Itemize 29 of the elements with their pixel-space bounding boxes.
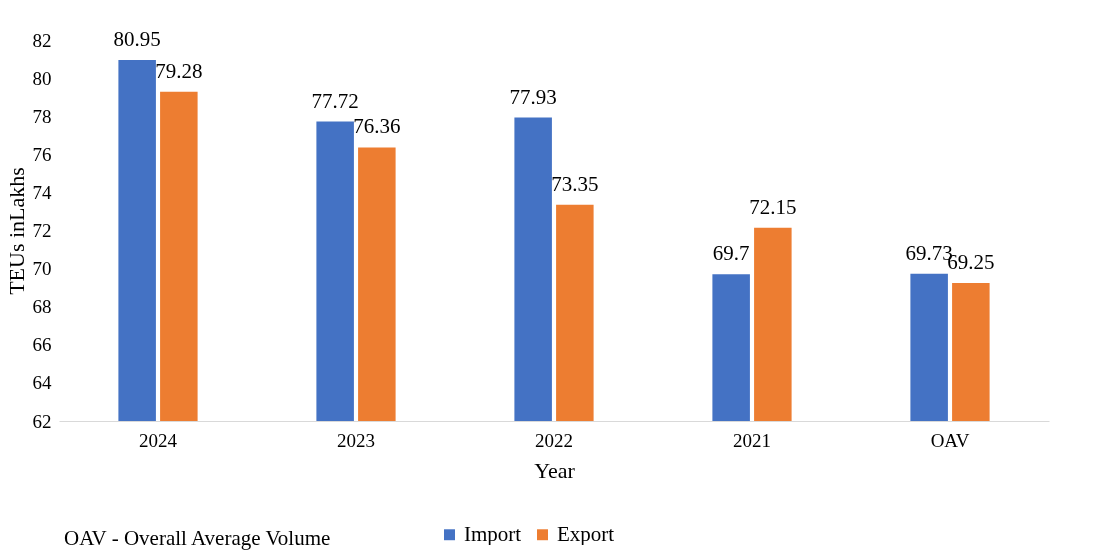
text: OAV - Overall Average Volume bbox=[64, 526, 331, 551]
y-tick-label: 64 bbox=[32, 372, 52, 394]
legend-label: Export bbox=[557, 521, 615, 546]
data-label: 77.72 bbox=[311, 88, 359, 113]
data-label: 73.35 bbox=[551, 171, 599, 196]
x-tick-label: OAV bbox=[930, 429, 970, 451]
y-tick-label: 70 bbox=[32, 258, 52, 280]
y-tick-label: 66 bbox=[32, 334, 52, 356]
x-tick-label: 2024 bbox=[139, 429, 178, 451]
data-label: 69.7 bbox=[712, 241, 750, 266]
y-tick-label: 82 bbox=[32, 29, 52, 51]
y-tick-label: 62 bbox=[32, 410, 52, 432]
y-tick-label: 78 bbox=[32, 105, 52, 127]
y-tick-label: 76 bbox=[32, 143, 52, 165]
data-label: 72.15 bbox=[749, 194, 797, 219]
x-tick-label: 2023 bbox=[337, 429, 375, 451]
y-tick-label: 72 bbox=[32, 220, 52, 241]
y-tick-label: 68 bbox=[32, 296, 52, 318]
data-label: 76.36 bbox=[353, 114, 401, 139]
x-axis-title: Year bbox=[534, 457, 576, 483]
x-tick-label: 2021 bbox=[733, 429, 771, 451]
y-tick-label: 80 bbox=[32, 67, 52, 89]
data-label: 79.28 bbox=[155, 58, 203, 83]
x-tick-label: 2022 bbox=[535, 429, 573, 451]
legend-label: Import bbox=[464, 521, 522, 546]
data-label: 80.95 bbox=[113, 27, 161, 51]
y-tick-label: 74 bbox=[32, 181, 52, 203]
data-label: 77.93 bbox=[509, 84, 557, 109]
y-axis-title: TEUs inLakhs bbox=[3, 167, 29, 295]
